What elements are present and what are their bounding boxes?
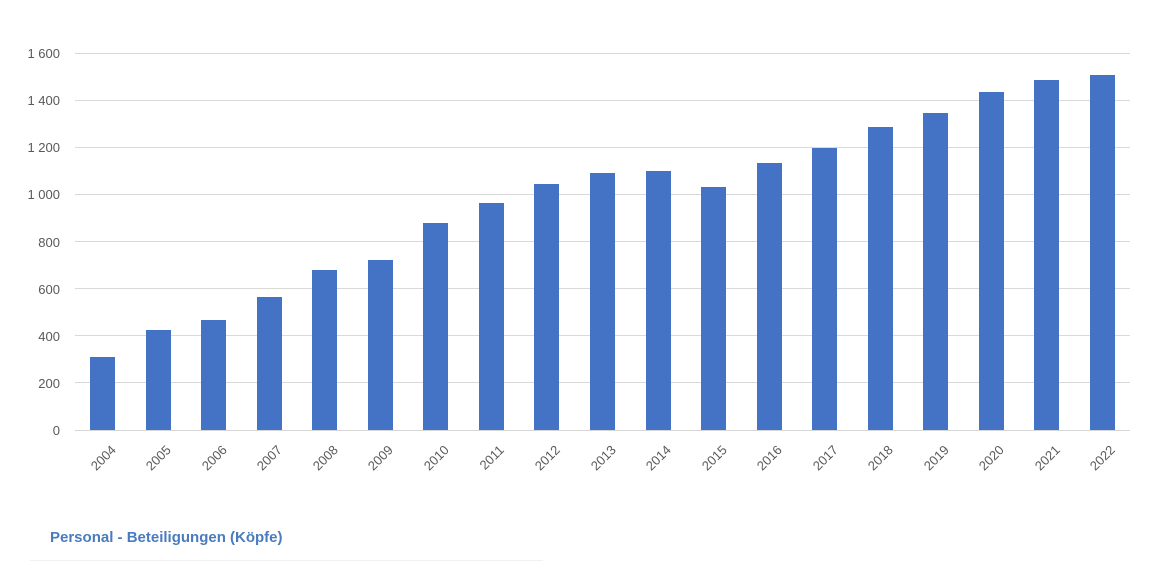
bar-2018 xyxy=(867,127,893,430)
chart-title: Personal - Beteiligungen (Köpfe) xyxy=(50,529,283,546)
x-tick-label-2004: 2004 xyxy=(87,442,119,474)
y-tick-label: 1 400 xyxy=(27,93,60,109)
bar-2010 xyxy=(423,222,449,430)
bar-2022 xyxy=(1089,75,1115,430)
y-tick-label: 600 xyxy=(38,281,60,297)
bar-2019 xyxy=(923,113,949,430)
bar-2012 xyxy=(534,183,560,430)
y-tick-label: 1 200 xyxy=(27,140,60,156)
x-tick-label-2019: 2019 xyxy=(920,442,952,474)
bar-2021 xyxy=(1034,80,1060,430)
x-tick-label-2022: 2022 xyxy=(1087,442,1119,474)
x-tick-label-2008: 2008 xyxy=(309,442,341,474)
bar-2006 xyxy=(201,320,227,430)
gridline-1200 xyxy=(75,146,1130,148)
bar-2011 xyxy=(478,202,504,430)
bar-2007 xyxy=(256,296,282,430)
x-tick-label-2009: 2009 xyxy=(365,442,397,474)
gridline-1400 xyxy=(75,99,1130,101)
bar-2015 xyxy=(701,187,727,430)
x-axis-line xyxy=(75,429,1130,431)
y-tick-label: 1 600 xyxy=(27,46,60,61)
y-tick-label: 1 000 xyxy=(27,187,60,203)
bottom-divider xyxy=(30,560,543,561)
x-tick-label-2013: 2013 xyxy=(587,442,619,474)
bar-2009 xyxy=(367,260,393,430)
x-tick-label-2021: 2021 xyxy=(1031,442,1063,474)
x-tick-label-2007: 2007 xyxy=(254,442,286,474)
y-tick-label: 0 xyxy=(52,423,60,438)
bar-2008 xyxy=(312,269,338,430)
y-tick-label: 200 xyxy=(38,375,60,391)
bar-2017 xyxy=(812,148,838,430)
bar-2013 xyxy=(590,173,615,430)
x-tick-label-2014: 2014 xyxy=(642,442,674,474)
bar-2020 xyxy=(978,91,1004,430)
x-tick-label-2020: 2020 xyxy=(976,442,1008,474)
x-tick-label-2006: 2006 xyxy=(198,442,230,474)
x-tick-label-2011: 2011 xyxy=(476,442,508,473)
bar-2004 xyxy=(90,356,116,430)
x-tick-label-2010: 2010 xyxy=(420,442,452,474)
x-tick-label-2017: 2017 xyxy=(809,442,841,474)
y-tick-label: 800 xyxy=(38,234,60,250)
bar-2005 xyxy=(145,329,171,430)
x-tick-label-2012: 2012 xyxy=(531,442,563,474)
y-tick-label: 400 xyxy=(38,328,60,344)
x-tick-label-2005: 2005 xyxy=(143,442,175,474)
x-tick-label-2018: 2018 xyxy=(864,442,897,474)
x-tick-label-2015: 2015 xyxy=(698,442,730,474)
bar-2016 xyxy=(756,162,782,430)
gridline-1600 xyxy=(75,52,1130,54)
bar-2014 xyxy=(645,170,671,430)
x-tick-label-2016: 2016 xyxy=(753,442,785,474)
